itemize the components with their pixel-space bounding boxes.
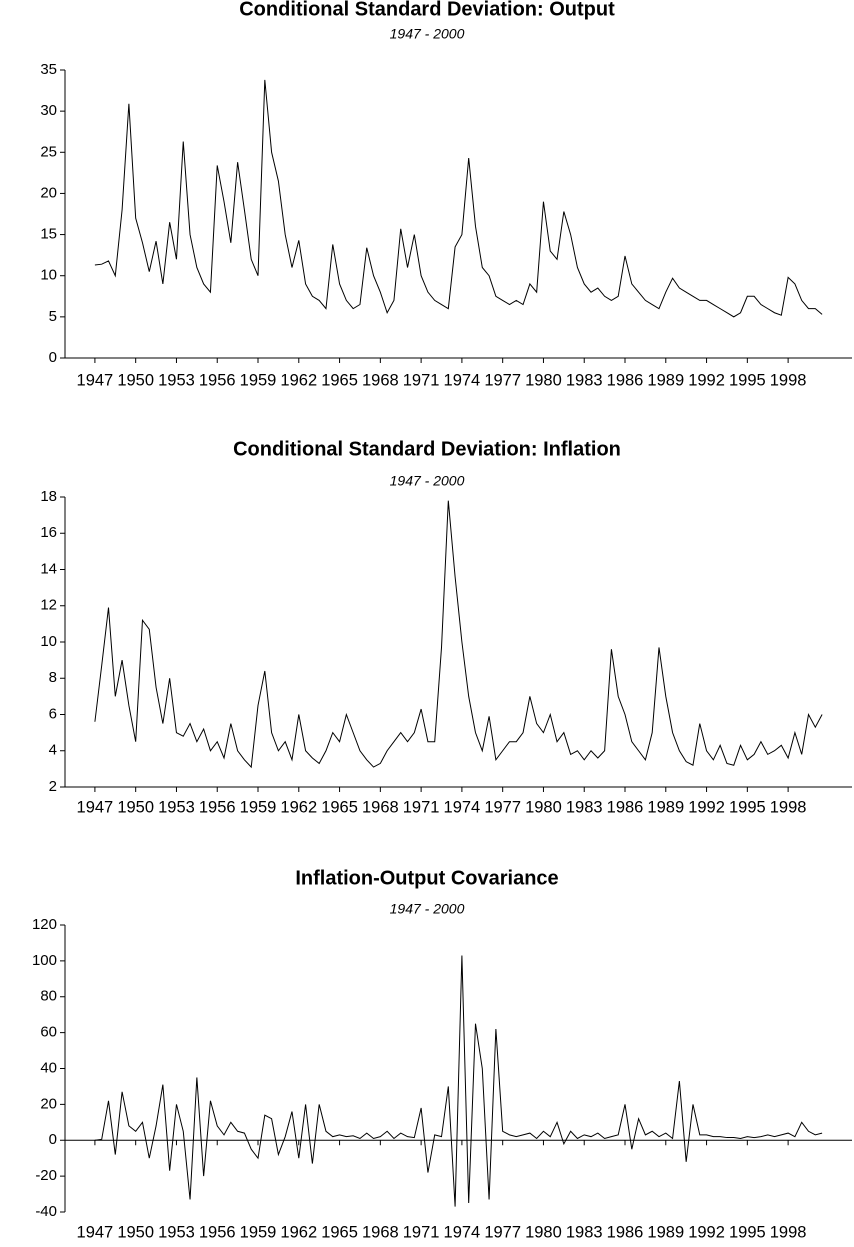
- x-tick-label: 1995: [729, 371, 766, 389]
- x-tick-label: 1968: [362, 798, 399, 816]
- x-tick-label: 1950: [117, 1223, 154, 1241]
- y-tick-label: 14: [40, 560, 57, 577]
- y-tick-label: 100: [32, 952, 57, 969]
- y-tick-label: 12: [40, 597, 57, 614]
- chart-title: Conditional Standard Deviation: Output: [239, 0, 615, 20]
- y-tick-label: 10: [40, 633, 57, 650]
- y-tick-label: -40: [35, 1203, 57, 1220]
- x-tick-label: 1974: [444, 1223, 481, 1241]
- y-tick-label: 5: [49, 308, 57, 325]
- x-tick-label: 1971: [403, 798, 440, 816]
- x-tick-label: 1989: [647, 798, 684, 816]
- x-tick-label: 1998: [770, 371, 807, 389]
- x-tick-label: 1995: [729, 798, 766, 816]
- x-tick-label: 1977: [484, 1223, 521, 1241]
- x-tick-label: 1983: [566, 371, 603, 389]
- y-tick-label: 0: [49, 349, 57, 366]
- x-tick-label: 1980: [525, 798, 562, 816]
- y-tick-label: 15: [40, 226, 57, 243]
- x-tick-label: 1989: [647, 371, 684, 389]
- y-tick-label: 35: [40, 61, 57, 78]
- data-line: [94, 955, 823, 1207]
- x-tick-label: 1953: [158, 1223, 195, 1241]
- chart-subtitle: 1947 - 2000: [390, 26, 465, 42]
- y-tick-label: 80: [40, 988, 57, 1005]
- x-tick-label: 1992: [688, 371, 725, 389]
- x-tick-label: 1977: [484, 798, 521, 816]
- x-tick-label: 1986: [607, 1223, 644, 1241]
- x-tick-label: 1983: [566, 1223, 603, 1241]
- x-tick-label: 1998: [770, 798, 807, 816]
- x-tick-label: 1959: [240, 1223, 277, 1241]
- y-tick-label: 6: [49, 705, 57, 722]
- x-tick-label: 1977: [484, 371, 521, 389]
- x-tick-label: 1947: [77, 1223, 114, 1241]
- x-tick-label: 1980: [525, 371, 562, 389]
- chart-title: Inflation-Output Covariance: [295, 867, 558, 889]
- y-tick-label: 10: [40, 267, 57, 284]
- y-tick-label: 20: [40, 1095, 57, 1112]
- x-tick-label: 1971: [403, 371, 440, 389]
- y-tick-label: 4: [49, 742, 57, 759]
- y-tick-label: 25: [40, 143, 57, 160]
- x-tick-label: 1968: [362, 371, 399, 389]
- y-tick-label: 16: [40, 524, 57, 541]
- y-tick-label: -20: [35, 1167, 57, 1184]
- y-tick-label: 18: [40, 488, 57, 505]
- y-tick-label: 120: [32, 916, 57, 933]
- x-tick-label: 1989: [647, 1223, 684, 1241]
- data-line: [94, 79, 823, 318]
- x-tick-label: 1953: [158, 798, 195, 816]
- x-tick-label: 1974: [444, 798, 481, 816]
- x-tick-label: 1992: [688, 798, 725, 816]
- x-tick-label: 1986: [607, 798, 644, 816]
- x-tick-label: 1968: [362, 1223, 399, 1241]
- y-tick-label: 40: [40, 1059, 57, 1076]
- x-tick-label: 1992: [688, 1223, 725, 1241]
- chart-title: Conditional Standard Deviation: Inflatio…: [233, 438, 621, 460]
- chart-subtitle: 1947 - 2000: [390, 901, 465, 917]
- y-tick-label: 20: [40, 184, 57, 201]
- x-tick-label: 1995: [729, 1223, 766, 1241]
- x-tick-label: 1962: [280, 1223, 317, 1241]
- x-tick-label: 1947: [77, 798, 114, 816]
- x-tick-label: 1965: [321, 371, 358, 389]
- x-tick-label: 1971: [403, 1223, 440, 1241]
- chart-subtitle: 1947 - 2000: [390, 473, 465, 489]
- x-tick-label: 1959: [240, 798, 277, 816]
- x-tick-label: 1974: [444, 371, 481, 389]
- y-tick-label: 30: [40, 102, 57, 119]
- x-tick-label: 1980: [525, 1223, 562, 1241]
- x-tick-label: 1956: [199, 1223, 236, 1241]
- x-tick-label: 1965: [321, 798, 358, 816]
- x-tick-label: 1962: [280, 371, 317, 389]
- x-tick-label: 1965: [321, 1223, 358, 1241]
- x-tick-label: 1998: [770, 1223, 807, 1241]
- data-line: [94, 500, 823, 769]
- x-tick-label: 1959: [240, 371, 277, 389]
- x-tick-label: 1956: [199, 798, 236, 816]
- y-tick-label: 2: [49, 778, 57, 795]
- x-tick-label: 1950: [117, 371, 154, 389]
- x-tick-label: 1956: [199, 371, 236, 389]
- x-tick-label: 1953: [158, 371, 195, 389]
- x-tick-label: 1962: [280, 798, 317, 816]
- x-tick-label: 1950: [117, 798, 154, 816]
- x-tick-label: 1947: [77, 371, 114, 389]
- y-tick-label: 8: [49, 669, 57, 686]
- y-tick-label: 0: [49, 1131, 57, 1148]
- y-tick-label: 60: [40, 1024, 57, 1041]
- x-tick-label: 1986: [607, 371, 644, 389]
- x-tick-label: 1983: [566, 798, 603, 816]
